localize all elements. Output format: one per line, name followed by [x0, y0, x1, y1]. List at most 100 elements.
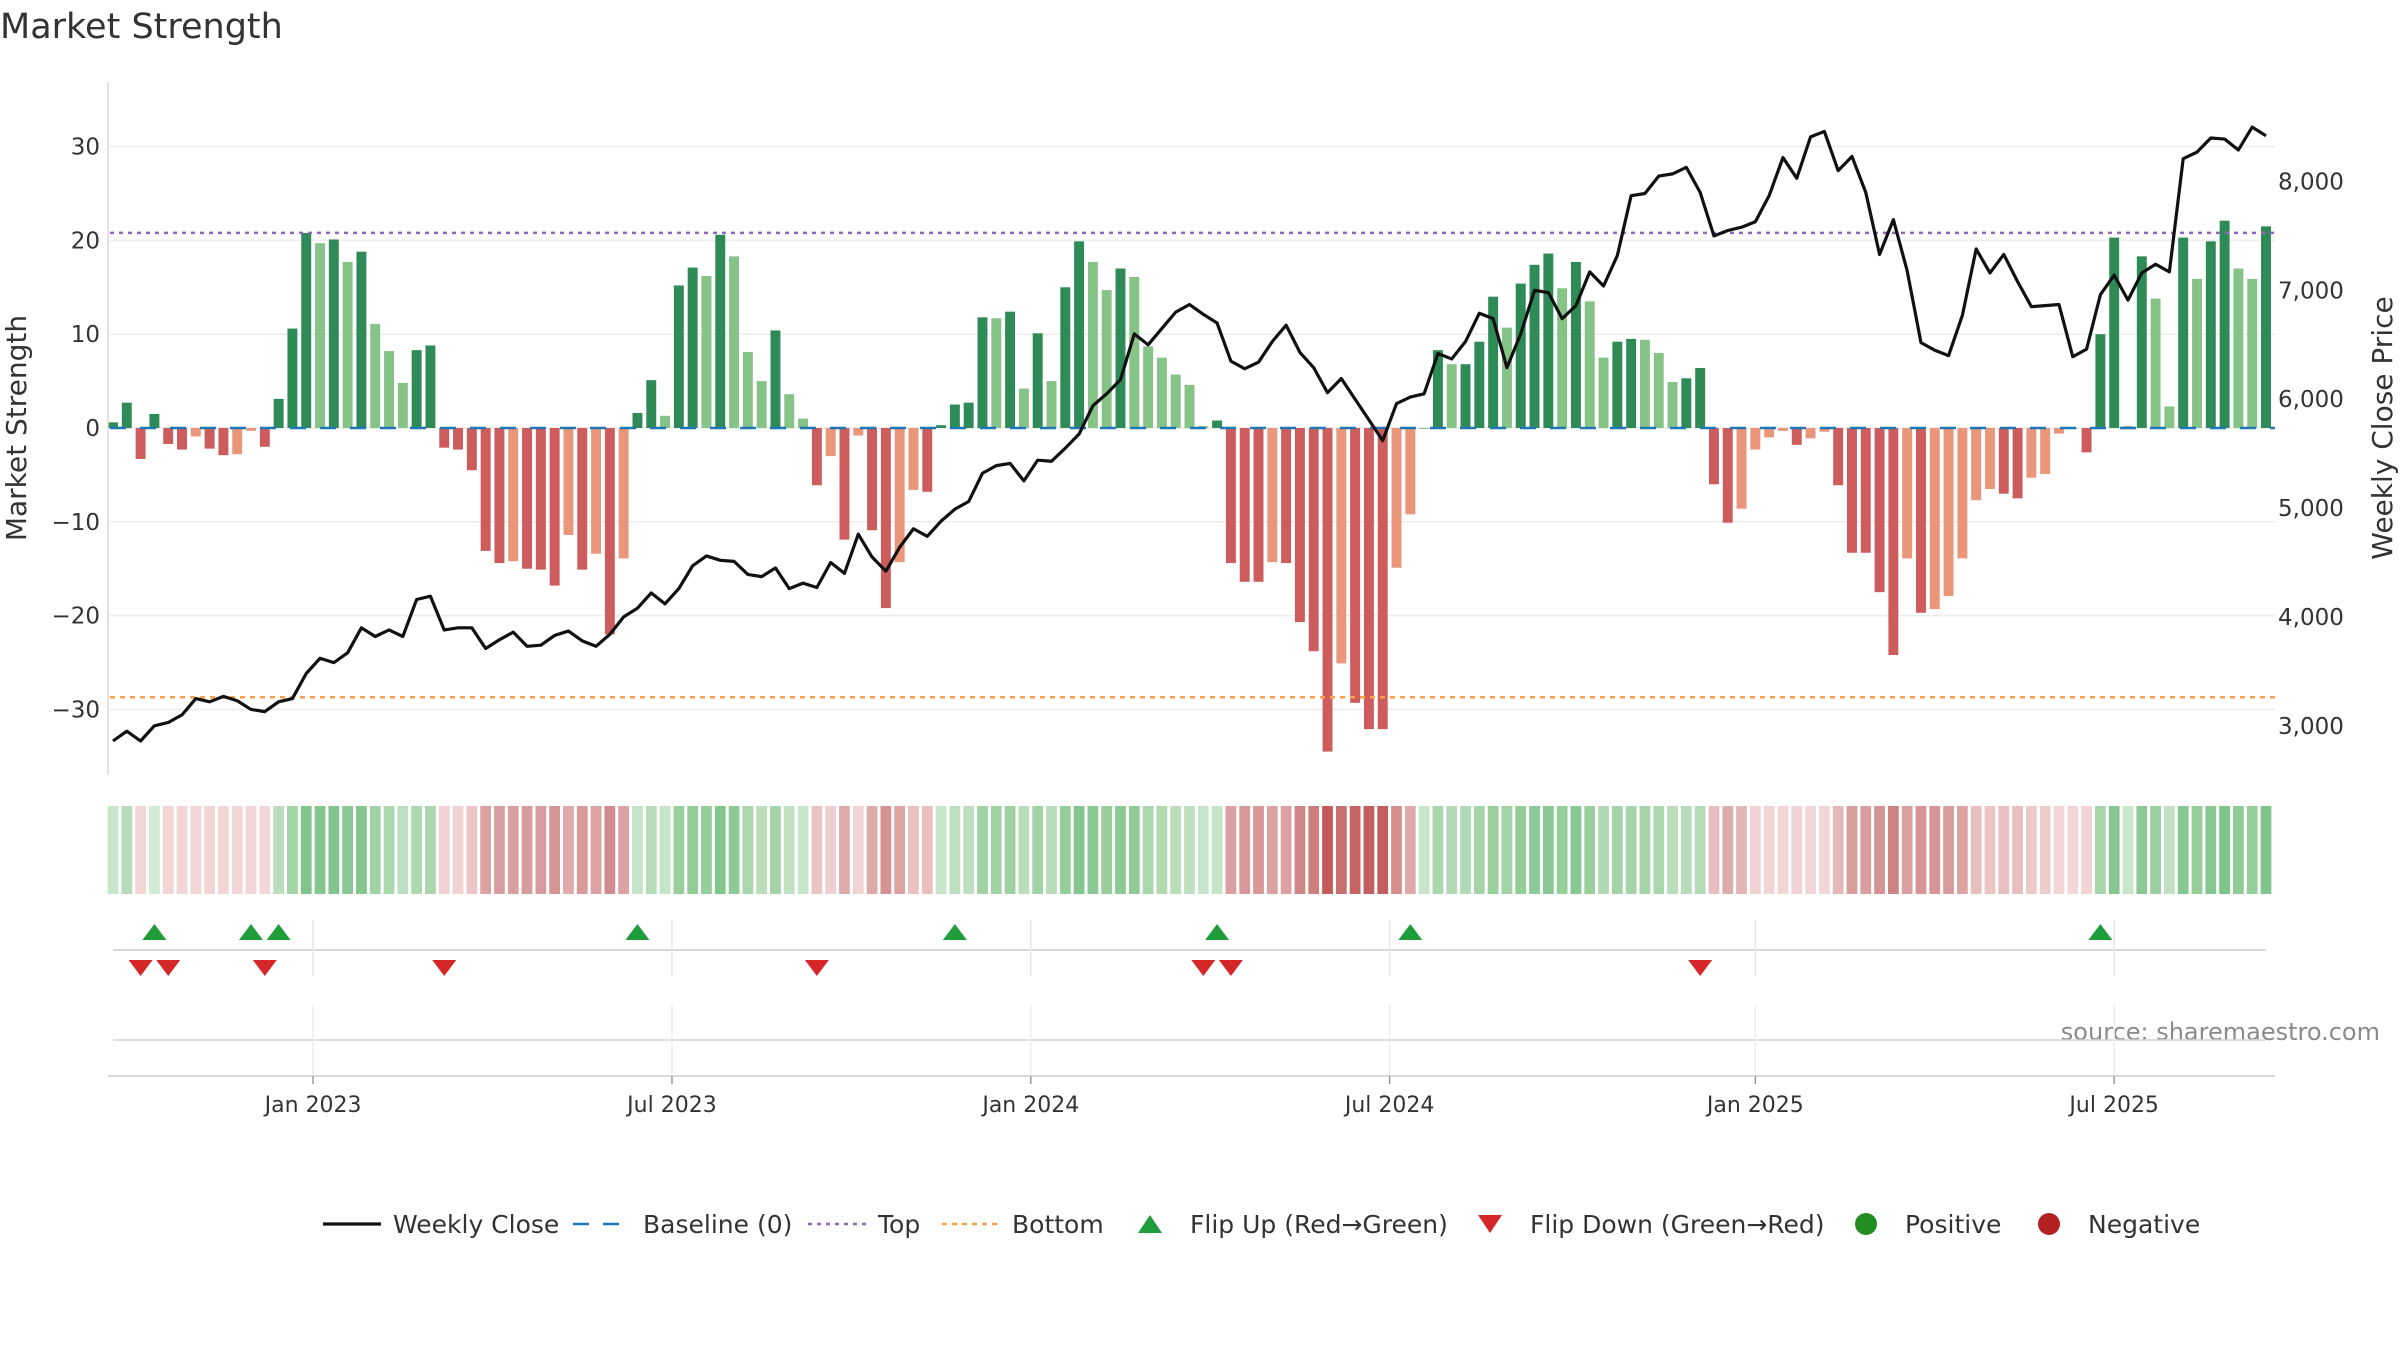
- heat-cell: [1363, 806, 1375, 894]
- heat-cell: [1542, 806, 1554, 894]
- heat-cell: [1197, 806, 1209, 894]
- strength-bar: [563, 428, 574, 535]
- strength-bar: [1653, 352, 1664, 428]
- weekly-close-line: [112, 125, 2267, 743]
- strength-bar: [1432, 350, 1443, 428]
- heat-cell: [2233, 806, 2244, 894]
- strength-bar: [1405, 428, 1416, 515]
- strength-bar: [259, 428, 270, 447]
- strength-bar: [1074, 241, 1085, 428]
- heat-cell: [2026, 806, 2037, 894]
- heat-cell: [411, 806, 423, 894]
- heat-cell: [2081, 806, 2092, 894]
- y-tick-label: −30: [51, 697, 100, 723]
- heat-cell: [259, 806, 271, 894]
- legend-label-baseline: Baseline (0): [643, 1210, 792, 1239]
- strength-bar: [1239, 428, 1250, 582]
- strength-bar: [2012, 428, 2023, 499]
- heat-cell: [1860, 806, 1872, 894]
- strength-bar: [1060, 287, 1071, 428]
- heat-cell: [1101, 806, 1113, 894]
- heat-cell: [1667, 806, 1678, 894]
- heat-cell: [1501, 806, 1513, 894]
- strength-bar: [384, 351, 394, 428]
- strength-bar: [342, 261, 353, 428]
- strength-bar: [1916, 428, 1926, 613]
- strength-bar: [770, 330, 781, 428]
- heat-cell: [1736, 806, 1747, 894]
- strength-bar: [2261, 226, 2271, 428]
- strength-bar: [1501, 327, 1512, 428]
- heat-cell: [2012, 806, 2023, 894]
- strength-bar: [315, 243, 325, 428]
- heat-cell: [632, 806, 643, 894]
- heat-cell: [1266, 806, 1278, 894]
- heat-cell: [1170, 806, 1182, 894]
- heat-cell: [2164, 806, 2175, 894]
- heat-cell: [1694, 806, 1706, 894]
- heat-cell: [963, 806, 975, 894]
- strength-bar: [1253, 428, 1264, 582]
- strength-bar: [922, 428, 933, 492]
- heat-cell: [1032, 806, 1044, 894]
- heat-cell: [590, 806, 602, 894]
- strength-bar: [1294, 428, 1305, 623]
- strength-bar: [163, 428, 174, 444]
- flip-down-marker: [804, 960, 829, 976]
- strength-bar: [1129, 276, 1140, 428]
- heat-cell: [397, 806, 409, 894]
- heat-cell: [549, 806, 561, 894]
- heat-cell: [328, 806, 340, 894]
- strength-bar: [1695, 367, 1706, 428]
- heat-cell: [1749, 806, 1761, 894]
- strength-bar: [549, 428, 560, 586]
- strength-bar: [963, 402, 974, 428]
- strength-bar: [1584, 301, 1595, 428]
- strength-bar: [1474, 341, 1485, 428]
- strength-bar: [1046, 381, 1057, 428]
- heat-cell: [204, 806, 215, 894]
- heat-cell: [1763, 806, 1775, 894]
- strength-bar: [1736, 428, 1747, 509]
- legend-label-top: Top: [877, 1210, 920, 1239]
- strength-bar: [825, 428, 836, 457]
- strength-bar: [1032, 333, 1043, 428]
- heat-cell: [1598, 806, 1609, 894]
- strength-bar: [1363, 428, 1374, 730]
- heat-cell: [494, 806, 505, 894]
- x-tick-label: Jan 2024: [980, 1093, 1079, 1118]
- strength-bar: [135, 428, 146, 459]
- heat-cell: [811, 806, 823, 894]
- heat-cell: [604, 806, 616, 894]
- heat-cell: [576, 806, 588, 894]
- strength-bar: [218, 428, 229, 456]
- strength-bar: [1557, 288, 1568, 428]
- strength-bar: [1902, 428, 1913, 559]
- strength-bar: [1971, 428, 1982, 501]
- strength-bar: [1460, 364, 1471, 428]
- heat-cell: [1473, 806, 1485, 894]
- heat-cell: [1984, 806, 1996, 894]
- flip-up-marker: [2088, 924, 2113, 940]
- x-tick-label: Jul 2024: [1343, 1093, 1435, 1118]
- heat-cell: [1446, 806, 1458, 894]
- strength-bar: [1833, 428, 1844, 486]
- heat-cell: [2067, 806, 2079, 894]
- strength-bar: [1336, 428, 1347, 664]
- strength-bar: [715, 234, 726, 428]
- strength-bar: [1087, 261, 1098, 428]
- strength-bar: [908, 428, 919, 490]
- strength-bar: [522, 428, 533, 569]
- strength-bar: [1156, 357, 1167, 428]
- strength-bar: [2109, 237, 2120, 428]
- legend-swatch-negative: [2038, 1213, 2060, 1235]
- strength-bar: [121, 402, 132, 428]
- strength-bar: [1212, 420, 1223, 428]
- strength-bar: [494, 428, 505, 564]
- x-axis: Jan 2023 Jul 2023 Jan 2024 Jul 2024 Jan 2025…: [263, 1076, 2159, 1118]
- heat-cell: [1308, 806, 1320, 894]
- heat-cell: [687, 806, 699, 894]
- strength-bar: [618, 428, 629, 559]
- heat-cell: [1391, 806, 1402, 894]
- heat-cell: [2136, 806, 2148, 894]
